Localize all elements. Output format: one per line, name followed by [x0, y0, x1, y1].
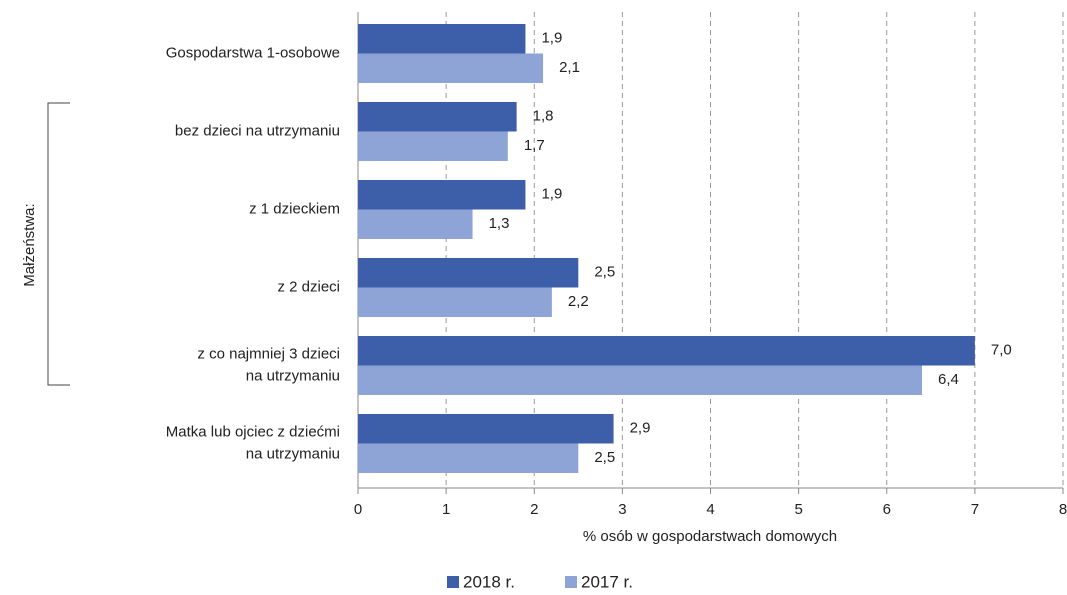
bar: [358, 365, 922, 395]
bracket: [47, 102, 70, 386]
x-tick-label: 8: [1059, 501, 1067, 518]
value-label: 2,5: [594, 449, 615, 466]
bar: [358, 180, 526, 210]
value-label: 1,3: [489, 215, 510, 232]
bar: [358, 209, 473, 239]
legend-label: 2018 r.: [463, 572, 515, 591]
y-tick-label: Gospodarstwa 1-osobowe: [166, 44, 340, 61]
value-label: 1,7: [524, 137, 545, 154]
x-tick-label: 1: [442, 501, 450, 518]
x-axis-label: % osób w gospodarstwach domowych: [583, 528, 837, 545]
value-label: 2,2: [568, 293, 589, 310]
y-tick-label: Matka lub ojciec z dziećmi na utrzymaniu: [166, 423, 340, 462]
bar: [358, 24, 526, 54]
bar: [358, 414, 614, 444]
value-label: 1,8: [533, 108, 554, 125]
bar: [358, 102, 517, 132]
value-label: 6,4: [938, 371, 959, 388]
x-tick-label: 0: [354, 501, 362, 518]
y-tick-label: z 2 dzieci: [277, 278, 340, 295]
value-label: 1,9: [541, 186, 562, 203]
y-tick-label: bez dzieci na utrzymaniu: [175, 122, 340, 139]
legend-swatch: [447, 576, 459, 588]
bar: [358, 258, 579, 288]
y-tick-label: z co najmniej 3 dzieci na utrzymaniu: [197, 345, 340, 384]
legend-label: 2017 r.: [581, 572, 633, 591]
annotation: Małżeństwa:: [21, 203, 38, 286]
bar: [358, 443, 579, 473]
bar: [358, 131, 508, 161]
value-label: 7,0: [991, 342, 1012, 359]
value-label: 1,9: [541, 30, 562, 47]
y-tick-label: z 1 dzieckiem: [249, 200, 340, 217]
value-label: 2,9: [630, 420, 651, 437]
x-tick-label: 6: [883, 501, 891, 518]
x-tick-label: 2: [530, 501, 538, 518]
bar: [358, 336, 975, 366]
bar: [358, 287, 552, 317]
x-tick-label: 3: [618, 501, 626, 518]
bar: [358, 53, 544, 83]
x-tick-label: 7: [971, 501, 979, 518]
legend-swatch: [565, 576, 577, 588]
x-tick-label: 5: [794, 501, 802, 518]
value-label: 2,5: [594, 264, 615, 281]
value-label: 2,1: [559, 59, 580, 76]
x-tick-label: 4: [706, 501, 714, 518]
